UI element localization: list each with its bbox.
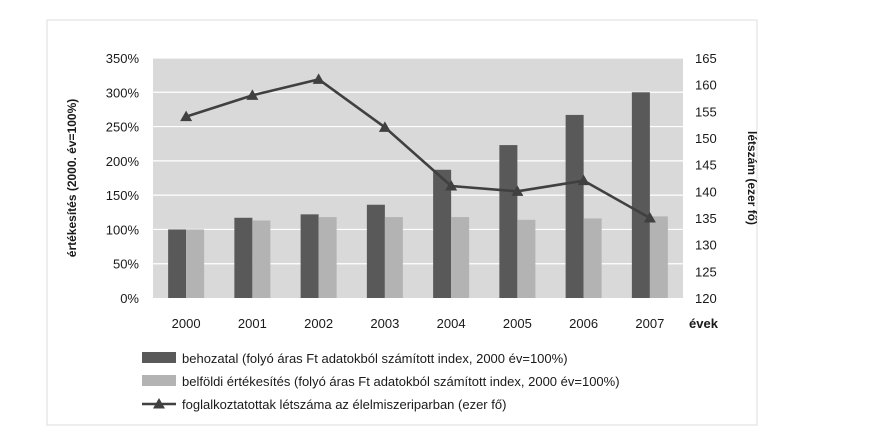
line-series-group xyxy=(180,73,656,223)
legend-label: foglalkoztatottak létszáma az élelmiszer… xyxy=(182,397,506,412)
y2-tick-label: 135 xyxy=(695,211,717,226)
line-point-marker xyxy=(511,185,524,196)
legend-label: belföldi értékesítés (folyó áras Ft adat… xyxy=(182,374,620,389)
bar-behozatal xyxy=(234,217,253,298)
y-tick-label: 50% xyxy=(113,257,139,272)
bar-behozatal xyxy=(168,229,187,298)
x-tick-label: 2006 xyxy=(569,316,598,331)
y-tick-label: 100% xyxy=(106,222,140,237)
y2-tick-label: 165 xyxy=(695,51,717,66)
y2-tick-label: 155 xyxy=(695,104,717,119)
bar-belfoldi-ertekesites xyxy=(451,217,470,298)
bar-behozatal xyxy=(433,169,452,298)
y2-tick-label: 160 xyxy=(695,78,717,93)
y2-tick-label: 140 xyxy=(695,184,717,199)
line-point-marker xyxy=(246,89,259,100)
line-point-marker xyxy=(378,121,391,132)
bar-belfoldi-ertekesites xyxy=(384,217,403,298)
bars-group xyxy=(168,92,668,299)
x-tick-label: 2003 xyxy=(370,316,399,331)
y2-tick-label: 120 xyxy=(695,291,717,306)
line-foglalkoztatottak xyxy=(185,78,651,220)
bar-behozatal xyxy=(300,214,319,298)
bar-behozatal xyxy=(499,145,518,298)
bar-belfoldi-ertekesites xyxy=(252,220,271,298)
y-tick-label: 200% xyxy=(106,154,140,169)
line-point-marker xyxy=(180,110,193,122)
y2-tick-label: 125 xyxy=(695,264,717,279)
line-point-marker xyxy=(643,212,656,223)
y-axis-title: értékesítés (2000. év=100%) xyxy=(65,99,79,257)
y-tick-label: 350% xyxy=(106,51,140,66)
y-tick-label: 300% xyxy=(106,85,140,100)
right-axis-ticks: 120 125 130 135 140 145 150 155 160 165 xyxy=(695,51,717,306)
legend-marker xyxy=(153,398,165,409)
y-tick-label: 150% xyxy=(106,188,140,203)
x-tick-label: 2007 xyxy=(635,316,664,331)
y-tick-label: 0% xyxy=(120,291,139,306)
legend-swatch xyxy=(142,352,176,363)
y-tick-label: 250% xyxy=(106,120,140,135)
bar-behozatal xyxy=(565,114,584,299)
plot-area xyxy=(153,58,683,298)
y2-tick-label: 145 xyxy=(695,158,717,173)
bar-belfoldi-ertekesites xyxy=(318,217,337,298)
left-axis-ticks: 0% 50% 100% 150% 200% 250% 300% 350% xyxy=(106,51,140,306)
legend: behozatal (folyó áras Ft adatokból számí… xyxy=(142,351,620,412)
bar-behozatal xyxy=(366,204,385,298)
chart-frame xyxy=(46,19,758,426)
x-tick-label: 2005 xyxy=(503,316,532,331)
bar-belfoldi-ertekesites xyxy=(583,218,602,298)
line-point-marker xyxy=(312,73,325,84)
x-tick-label: 2002 xyxy=(304,316,333,331)
bar-behozatal xyxy=(631,92,650,299)
y2-axis-title: létszám (ezer fő) xyxy=(745,131,759,225)
bar-belfoldi-ertekesites xyxy=(186,229,205,298)
legend-label: behozatal (folyó áras Ft adatokból számí… xyxy=(182,351,568,366)
x-axis-title: évek xyxy=(689,316,719,331)
x-tick-label: 2000 xyxy=(172,316,201,331)
line-point-marker xyxy=(577,174,590,186)
y2-tick-label: 130 xyxy=(695,238,717,253)
y2-tick-label: 150 xyxy=(695,131,717,146)
line-point-marker xyxy=(445,180,458,191)
x-axis-ticks: 2000 2001 2002 2003 2004 2005 2006 2007 xyxy=(172,316,665,331)
bar-belfoldi-ertekesites xyxy=(649,216,668,298)
bar-belfoldi-ertekesites xyxy=(517,219,536,298)
legend-swatch xyxy=(142,375,176,386)
x-tick-label: 2004 xyxy=(437,316,466,331)
x-tick-label: 2001 xyxy=(238,316,267,331)
